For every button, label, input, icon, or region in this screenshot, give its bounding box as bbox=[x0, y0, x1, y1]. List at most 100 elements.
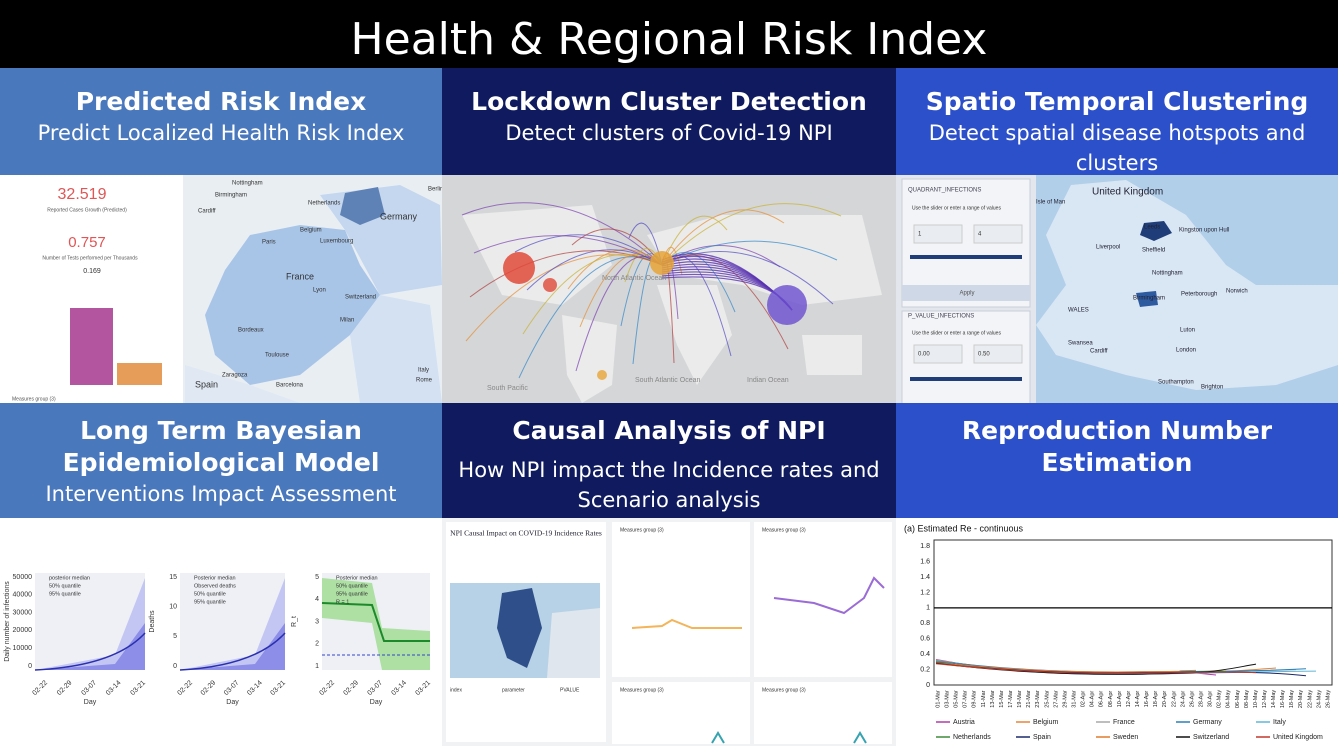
label: Belgium bbox=[300, 228, 322, 234]
label: Italy bbox=[418, 368, 429, 374]
label: 18-May bbox=[1289, 690, 1295, 709]
label: 50% quantile bbox=[194, 591, 226, 597]
bar bbox=[117, 363, 162, 385]
label: 20-May bbox=[1298, 690, 1304, 709]
label: Nottingham bbox=[1152, 271, 1183, 277]
hotspot bbox=[1140, 221, 1172, 241]
label: Paris bbox=[262, 240, 276, 246]
label: Brighton bbox=[1201, 385, 1223, 391]
median bbox=[321, 602, 430, 642]
label: Luton bbox=[1180, 328, 1195, 334]
label: Use the slider or enter a range of value… bbox=[912, 330, 1001, 336]
causal-screenshot: NPI Causal Impact on COVID-19 Incidence … bbox=[442, 518, 896, 746]
label: 10 bbox=[169, 604, 177, 611]
label: South Pacific bbox=[487, 385, 528, 392]
label: 0.169 bbox=[83, 268, 101, 275]
land bbox=[547, 608, 600, 678]
panel-header: Spatio Temporal Clustering Detect spatial… bbox=[896, 68, 1338, 175]
label: 50% quantile bbox=[336, 583, 368, 589]
panel-subtitle: Detect spatial disease hotspots and clus… bbox=[928, 121, 1306, 175]
title-bar: Health & Regional Risk Index bbox=[0, 0, 1338, 68]
label: Bordeaux bbox=[238, 328, 264, 334]
cluster bbox=[597, 370, 607, 380]
series bbox=[711, 731, 725, 744]
label: Isle of Man bbox=[1036, 200, 1065, 206]
panel-subtitle: How NPI impact the Incidence rates and S… bbox=[458, 458, 880, 512]
button[interactable] bbox=[902, 285, 1030, 301]
label: Reported Cases Growth (Predicted) bbox=[47, 207, 127, 213]
label: Day bbox=[370, 699, 383, 706]
label: Kingston upon Hull bbox=[1179, 228, 1229, 234]
label: 04-May bbox=[1226, 690, 1232, 709]
median bbox=[34, 632, 146, 671]
label: Sweden bbox=[1113, 734, 1138, 741]
label: Luxembourg bbox=[320, 239, 353, 245]
label: R = 1 bbox=[336, 599, 349, 605]
label: Nottingham bbox=[232, 181, 263, 187]
label: 27-Mar bbox=[1053, 690, 1059, 708]
band bbox=[322, 578, 430, 670]
band bbox=[180, 578, 285, 670]
label: Netherlands bbox=[953, 734, 991, 741]
label: Measures group (3) bbox=[12, 396, 56, 402]
label: Number of Tests performed per Thousands bbox=[42, 255, 138, 261]
cluster bbox=[767, 285, 807, 325]
panel-header: Predicted Risk Index Predict Localized He… bbox=[0, 68, 442, 175]
region bbox=[205, 225, 380, 385]
panel-header: Reproduction Number Estimation bbox=[896, 403, 1338, 518]
label: 17-Mar bbox=[1008, 690, 1014, 708]
label: North Atlantic Ocean bbox=[602, 275, 666, 282]
label: Indian Ocean bbox=[747, 377, 789, 384]
label: 0 bbox=[173, 663, 177, 670]
label: 11-Mar bbox=[981, 690, 987, 707]
panel-header: Causal Analysis of NPI How NPI impact the… bbox=[442, 403, 896, 518]
label: Measures group (3) bbox=[620, 527, 664, 533]
label: Netherlands bbox=[308, 201, 340, 207]
label: Germany bbox=[380, 211, 418, 221]
series bbox=[773, 576, 885, 615]
label: 0.00 bbox=[918, 352, 930, 358]
label: Spain bbox=[195, 379, 218, 389]
cluster bbox=[650, 251, 674, 275]
label: P_VALUE_INFECTIONS bbox=[908, 314, 974, 320]
bar bbox=[70, 308, 113, 385]
label: Posterior median bbox=[336, 575, 378, 581]
label: R_t bbox=[291, 616, 298, 627]
label: Leeds bbox=[1144, 225, 1160, 231]
flow bbox=[661, 240, 838, 266]
label: (a) Estimated Re - continuous bbox=[904, 523, 1024, 533]
label: Measures group (3) bbox=[762, 687, 806, 693]
land bbox=[497, 588, 542, 668]
label: 15-Mar bbox=[999, 690, 1005, 708]
label: 12-Apr bbox=[1126, 691, 1132, 708]
label: 2 bbox=[315, 641, 319, 648]
label: 0.8 bbox=[920, 620, 930, 627]
panel-title: Causal Analysis of NPI bbox=[512, 416, 826, 445]
label: 14-Apr bbox=[1135, 691, 1141, 708]
hotspot bbox=[1136, 291, 1158, 307]
label: 16-Apr bbox=[1144, 691, 1150, 708]
flow bbox=[661, 215, 728, 266]
label: 02-May bbox=[1217, 690, 1223, 709]
label: 02-Apr bbox=[1081, 691, 1087, 708]
label: Day bbox=[84, 699, 97, 706]
label: 30000 bbox=[13, 609, 33, 616]
label: Southampton bbox=[1158, 380, 1194, 386]
label: 1.6 bbox=[920, 558, 930, 565]
region bbox=[350, 295, 442, 403]
panel-header: Lockdown Cluster Detection Detect cluster… bbox=[442, 68, 896, 175]
label: Observed deaths bbox=[194, 583, 236, 589]
flow bbox=[661, 203, 842, 266]
label: United Kingdom bbox=[1092, 187, 1163, 198]
cluster bbox=[543, 278, 557, 292]
panel-header: Long Term Bayesian Epidemiological Model… bbox=[0, 403, 442, 518]
region bbox=[185, 365, 300, 403]
label: 3 bbox=[315, 618, 319, 625]
series bbox=[631, 618, 742, 629]
label: France bbox=[286, 271, 314, 281]
input bbox=[973, 344, 1023, 364]
band bbox=[180, 623, 285, 670]
land bbox=[657, 285, 732, 385]
label: Swansea bbox=[1068, 341, 1093, 347]
label: United Kingdom bbox=[1273, 734, 1323, 741]
